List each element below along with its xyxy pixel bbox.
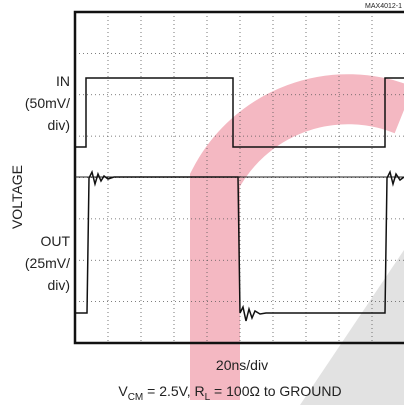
trace-scale: (50mV/: [25, 95, 70, 111]
watermark: [190, 74, 404, 405]
conditions-part: = 100Ω to GROUND: [210, 383, 341, 399]
conditions: VCM = 2.5V, RL = 100Ω to GROUND: [118, 383, 341, 403]
x-axis-label: 20ns/div: [216, 357, 268, 373]
figure-id: MAX4012-1: [365, 3, 402, 10]
trace-scale: (25mV/: [25, 255, 70, 271]
in-trace: [75, 77, 404, 148]
trace-label: IN: [56, 73, 70, 89]
conditions-part: V: [118, 383, 128, 399]
out-trace: [75, 169, 404, 322]
trace-scale: div): [47, 117, 70, 133]
conditions-part: = 2.5V, R: [143, 383, 204, 399]
y-axis-label: VOLTAGE: [9, 165, 25, 229]
conditions-subscript: CM: [128, 392, 144, 403]
watermark-arc: [190, 74, 404, 400]
trace-label: OUT: [40, 233, 70, 249]
conditions-subscript: L: [205, 392, 211, 403]
trace-scale: div): [47, 277, 70, 293]
watermark-shape: [300, 250, 404, 405]
